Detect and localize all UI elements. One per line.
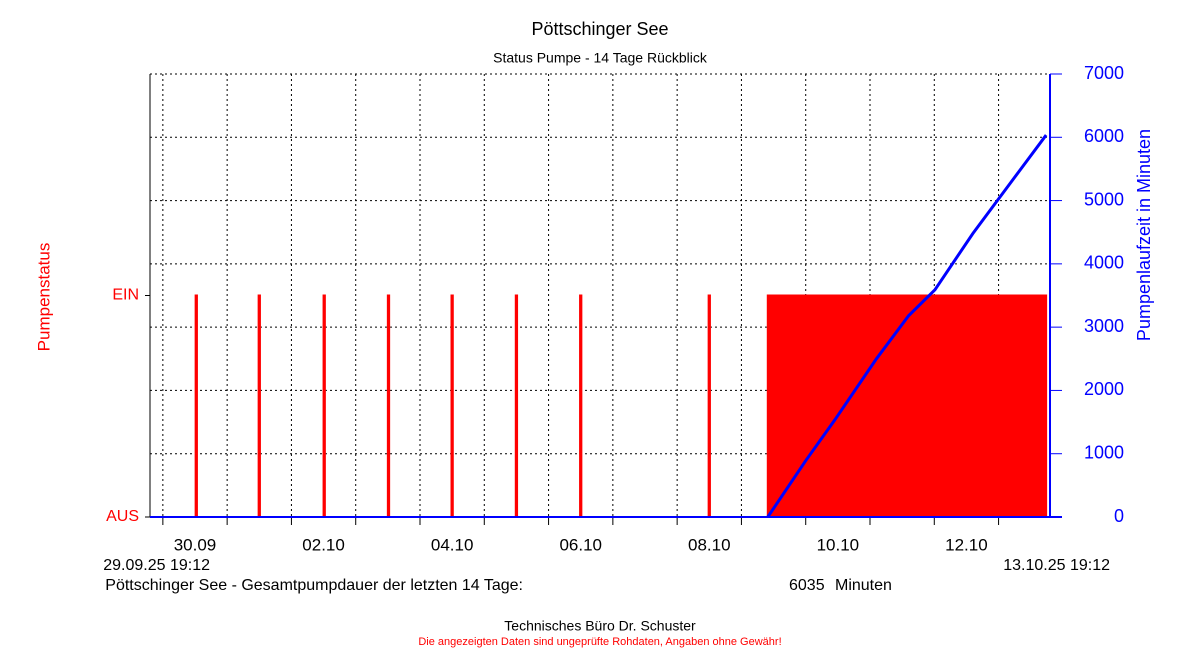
y2-tick-label: 2000 <box>1084 379 1124 399</box>
chart-subtitle: Status Pumpe - 14 Tage Rückblick <box>493 50 708 66</box>
x-tick-label: 02.10 <box>302 535 345 554</box>
summary-label: Pöttschinger See - Gesamtpumpdauer der l… <box>105 577 523 594</box>
x-tick-label: 08.10 <box>688 535 731 554</box>
runtime-line <box>766 134 1048 518</box>
footer: Technisches Büro Dr. Schuster <box>504 618 696 634</box>
disclaimer: Die angezeigten Daten sind ungeprüfte Ro… <box>418 636 781 648</box>
y2-tick-label: 1000 <box>1084 442 1124 462</box>
y2-tick-label: 5000 <box>1084 189 1124 209</box>
y-axis-label: Pumpenstatus <box>34 243 53 352</box>
y2-tick-label: 3000 <box>1084 316 1124 336</box>
y2-tick-label: 4000 <box>1084 253 1124 273</box>
x-tick-label: 04.10 <box>431 535 474 554</box>
y2-tick-label: 6000 <box>1084 126 1124 146</box>
y2-tick-label: 0 <box>1114 506 1124 526</box>
x-tick-label: 12.10 <box>945 535 988 554</box>
x-start-label: 29.09.25 19:12 <box>103 557 210 574</box>
summary-value: 6035 <box>789 577 825 594</box>
y-tick-label: EIN <box>112 287 139 304</box>
x-tick-label: 30.09 <box>174 535 217 554</box>
y2-tick-label: 7000 <box>1084 63 1124 83</box>
status-area <box>150 294 1048 518</box>
x-tick-label: 10.10 <box>817 535 860 554</box>
x-tick-label: 06.10 <box>559 535 602 554</box>
summary-unit: Minuten <box>835 577 892 594</box>
x-end-label: 13.10.25 19:12 <box>1003 557 1110 574</box>
y-tick-label: AUS <box>106 508 139 525</box>
chart-title: Pöttschinger See <box>531 19 668 39</box>
y2-axis-label: Pumpenlaufzeit in Minuten <box>1134 129 1154 341</box>
